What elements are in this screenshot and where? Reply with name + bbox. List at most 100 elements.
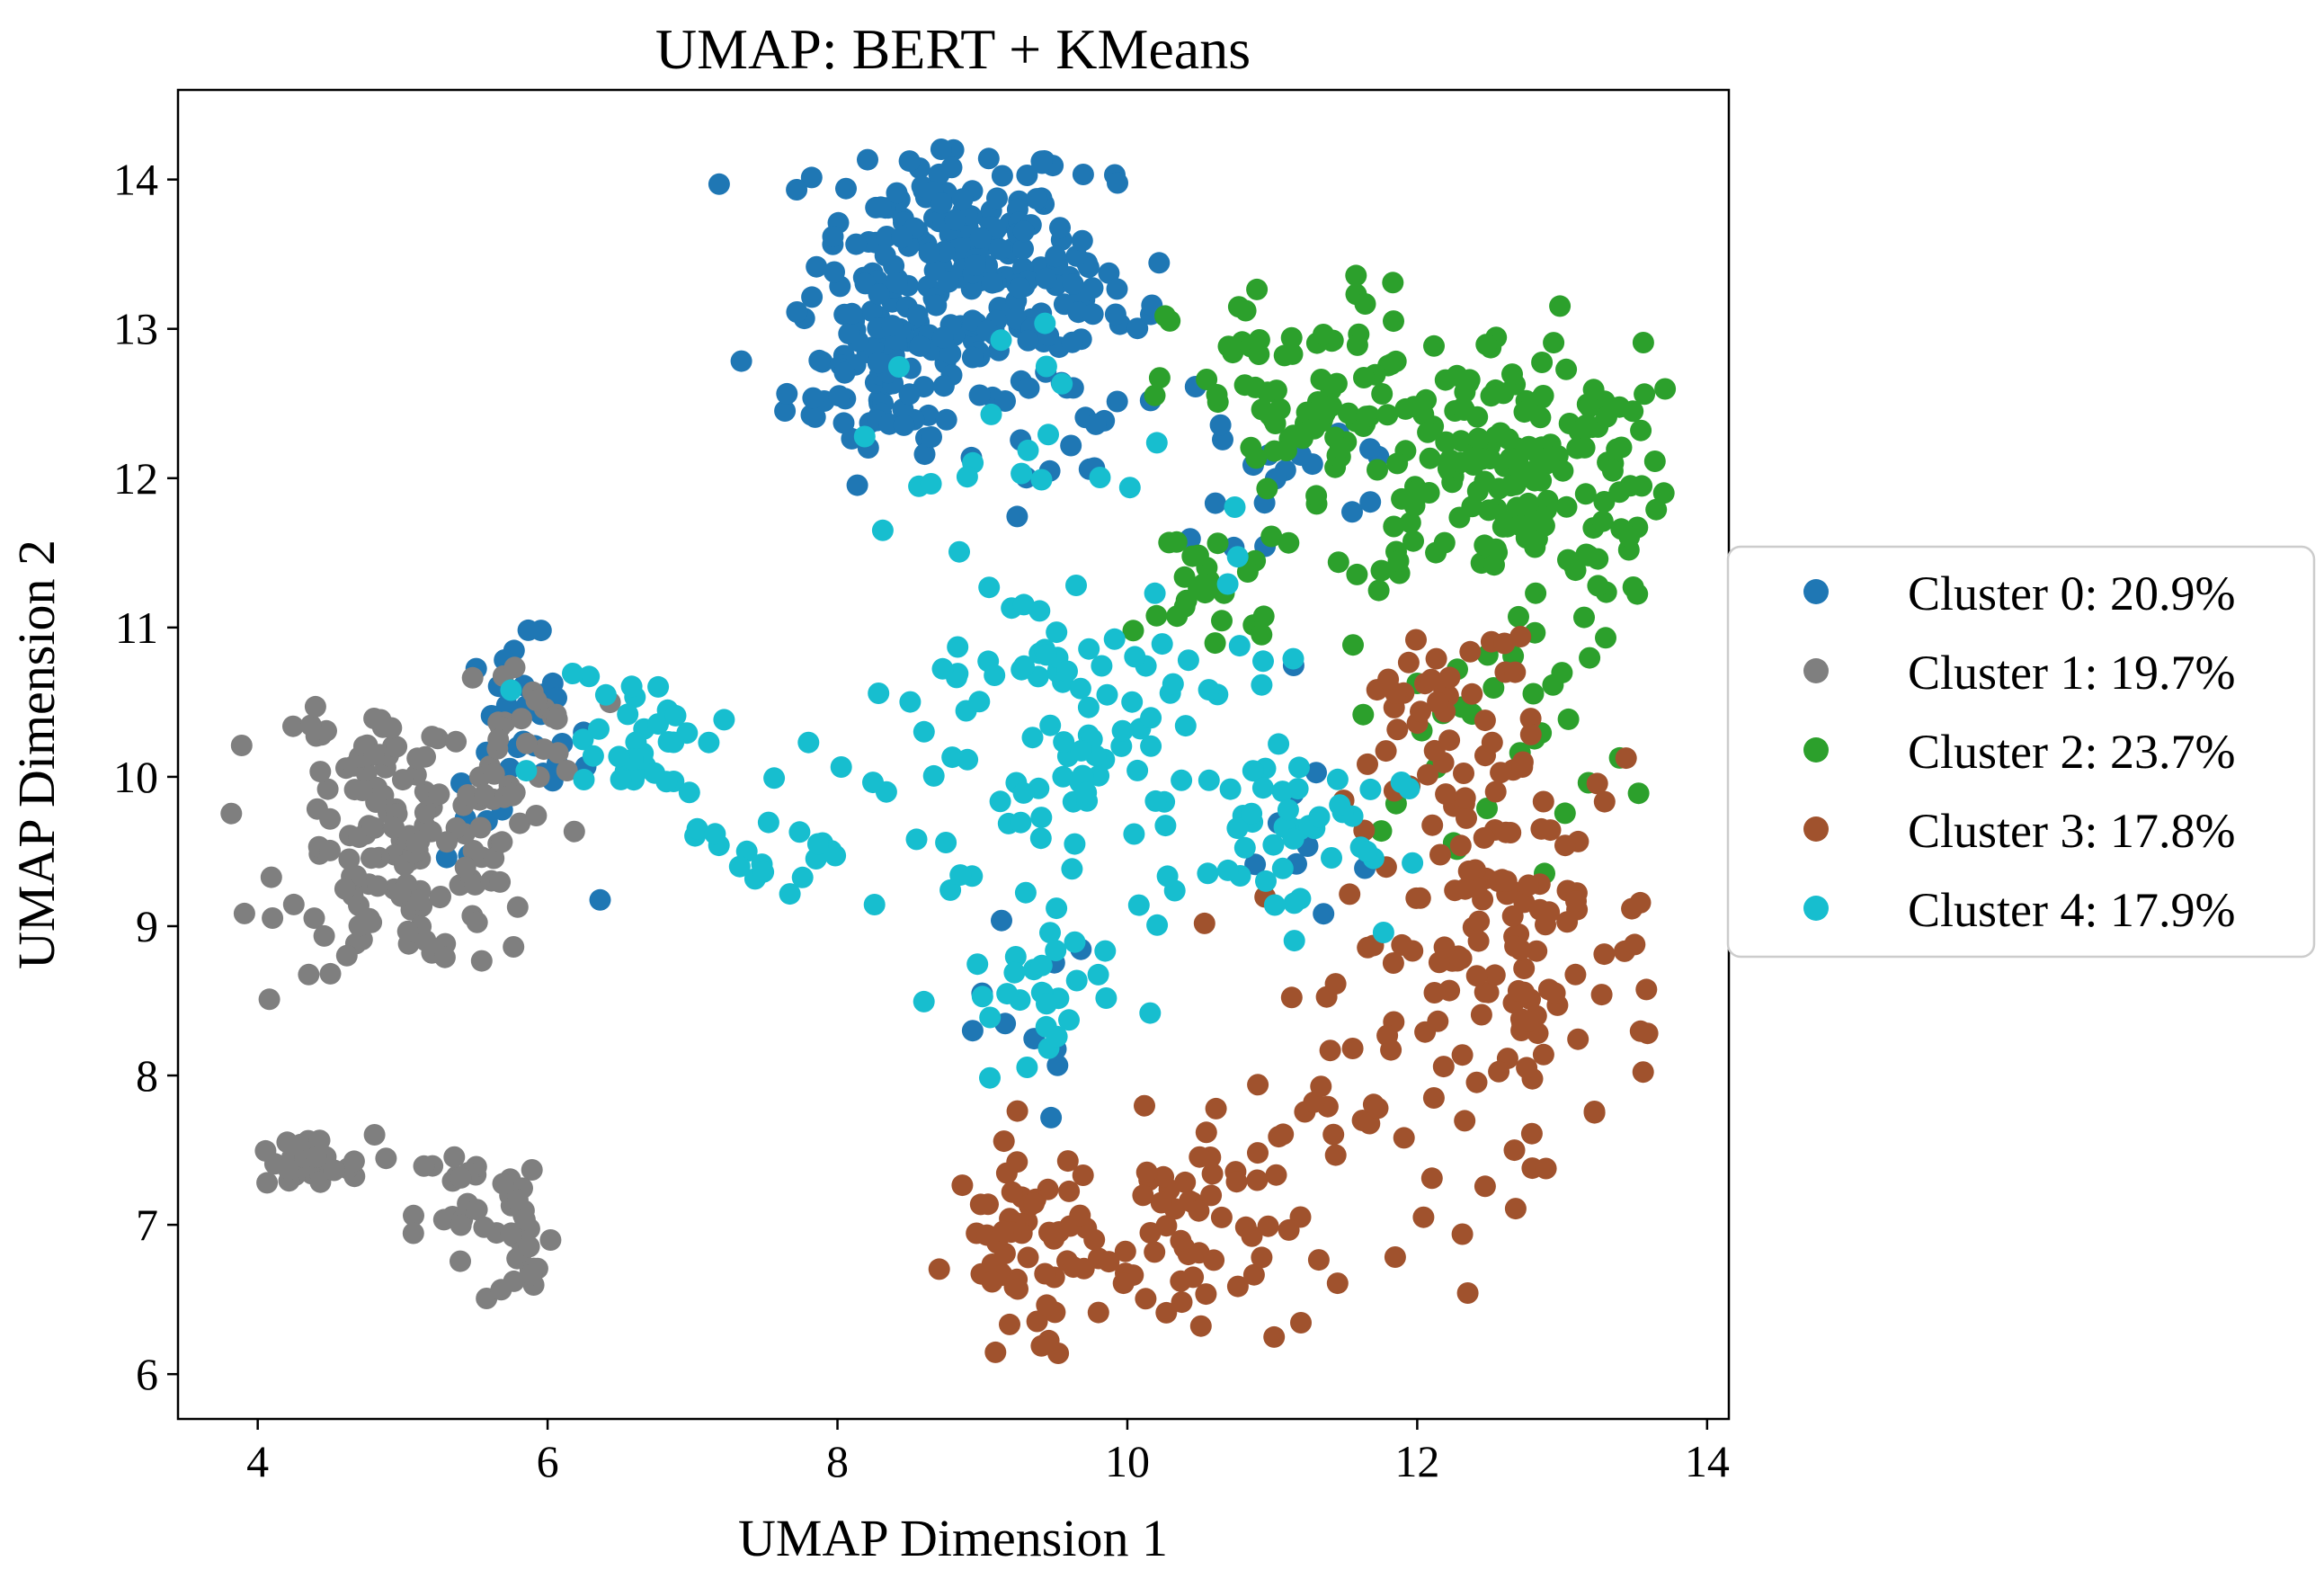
chart-title: UMAP: BERT + KMeans <box>655 17 1251 81</box>
scatter-point-cluster-4 <box>1029 827 1052 850</box>
scatter-point-cluster-4 <box>1058 1009 1080 1031</box>
scatter-point-cluster-2 <box>1509 514 1532 537</box>
scatter-point-cluster-3 <box>1554 834 1576 857</box>
scatter-point-cluster-2 <box>1327 551 1349 574</box>
scatter-point-cluster-3 <box>1170 1270 1192 1292</box>
scatter-point-cluster-0 <box>835 177 857 200</box>
y-tick-label: 14 <box>113 155 158 205</box>
scatter-point-cluster-3 <box>1112 1272 1135 1295</box>
scatter-point-cluster-3 <box>1544 982 1566 1004</box>
scatter-point-cluster-2 <box>1206 384 1228 406</box>
scatter-point-cluster-4 <box>947 636 969 658</box>
scatter-point-cluster-3 <box>1516 1057 1538 1079</box>
scatter-point-cluster-3 <box>984 1341 1007 1363</box>
scatter-point-cluster-2 <box>1211 610 1233 632</box>
scatter-point-cluster-3 <box>1134 1094 1155 1117</box>
scatter-point-cluster-2 <box>1353 367 1375 388</box>
scatter-point-cluster-2 <box>1256 477 1278 500</box>
legend-item-cluster-4: Cluster 4: 17.9% <box>1803 883 2235 937</box>
scatter-point-cluster-4 <box>704 823 726 845</box>
scatter-point-cluster-3 <box>1023 1192 1046 1215</box>
scatter-point-cluster-3 <box>1073 1257 1095 1280</box>
scatter-point-cluster-0 <box>833 412 855 434</box>
legend-label: Cluster 0: 20.9% <box>1908 566 2235 620</box>
scatter-point-cluster-0 <box>1012 220 1035 243</box>
scatter-point-cluster-4 <box>1087 963 1109 986</box>
legend-marker <box>1803 816 1829 842</box>
scatter-point-cluster-3 <box>1135 1288 1157 1310</box>
scatter-point-cluster-2 <box>1246 278 1269 300</box>
scatter-point-cluster-3 <box>1532 1043 1554 1066</box>
scatter-point-cluster-4 <box>1146 914 1169 936</box>
scatter-point-cluster-0 <box>860 300 883 323</box>
scatter-point-cluster-1 <box>313 924 335 947</box>
scatter-point-cluster-3 <box>1590 984 1613 1006</box>
scatter-point-cluster-0 <box>925 294 948 317</box>
scatter-point-cluster-1 <box>405 833 428 854</box>
scatter-point-cluster-2 <box>1257 381 1278 404</box>
scatter-point-cluster-1 <box>473 1216 495 1238</box>
scatter-point-cluster-3 <box>1375 740 1397 763</box>
scatter-point-cluster-0 <box>1204 492 1226 514</box>
scatter-point-cluster-3 <box>1504 1198 1527 1220</box>
scatter-point-cluster-4 <box>617 703 639 726</box>
scatter-point-cluster-4 <box>957 748 979 771</box>
scatter-point-cluster-3 <box>1412 1206 1435 1228</box>
scatter-point-cluster-4 <box>1012 781 1035 804</box>
scatter-point-cluster-1 <box>276 1131 298 1154</box>
scatter-point-cluster-2 <box>1158 531 1180 554</box>
scatter-point-cluster-4 <box>620 675 643 698</box>
y-axis-label: UMAP Dimension 2 <box>7 540 66 969</box>
scatter-point-cluster-3 <box>1265 1164 1287 1186</box>
scatter-point-cluster-0 <box>930 192 953 215</box>
scatter-point-cluster-0 <box>938 271 959 293</box>
scatter-point-cluster-2 <box>1418 482 1440 504</box>
scatter-point-cluster-4 <box>1359 778 1382 800</box>
scatter-point-cluster-0 <box>1017 329 1039 352</box>
scatter-point-cluster-2 <box>1475 334 1498 356</box>
scatter-point-cluster-4 <box>1174 715 1197 737</box>
scatter-point-cluster-0 <box>891 227 913 249</box>
scatter-point-cluster-4 <box>1072 764 1094 787</box>
scatter-point-cluster-0 <box>1098 262 1120 284</box>
scatter-point-cluster-2 <box>1145 604 1168 627</box>
scatter-point-cluster-4 <box>1061 858 1083 880</box>
scatter-point-cluster-2 <box>1371 383 1394 405</box>
scatter-point-cluster-3 <box>1026 1310 1048 1333</box>
scatter-point-cluster-4 <box>1283 930 1305 952</box>
scatter-point-cluster-2 <box>1506 496 1528 519</box>
scatter-point-cluster-3 <box>1397 651 1420 674</box>
scatter-point-cluster-2 <box>1391 487 1413 510</box>
scatter-point-cluster-2 <box>1166 605 1189 628</box>
scatter-point-cluster-4 <box>1121 691 1144 713</box>
scatter-point-cluster-3 <box>1001 1181 1023 1203</box>
scatter-point-cluster-4 <box>1014 881 1037 904</box>
scatter-point-cluster-4 <box>989 790 1011 813</box>
scatter-point-cluster-3 <box>1195 1283 1217 1306</box>
scatter-point-cluster-1 <box>443 1146 466 1168</box>
scatter-point-cluster-2 <box>1154 305 1176 327</box>
scatter-point-cluster-1 <box>436 831 458 853</box>
scatter-point-cluster-1 <box>466 1199 488 1221</box>
scatter-point-cluster-1 <box>506 896 529 918</box>
y-tick-label: 6 <box>136 1349 158 1399</box>
scatter-point-cluster-4 <box>1197 862 1219 885</box>
scatter-point-cluster-1 <box>450 1250 471 1272</box>
scatter-point-cluster-3 <box>1432 1056 1455 1078</box>
scatter-point-cluster-2 <box>1345 264 1367 287</box>
x-tick-label: 14 <box>1685 1436 1730 1486</box>
scatter-point-cluster-3 <box>1200 1184 1223 1207</box>
scatter-point-cluster-1 <box>546 708 568 730</box>
scatter-point-cluster-4 <box>1321 847 1342 869</box>
scatter-point-cluster-0 <box>969 227 992 249</box>
scatter-point-cluster-3 <box>1495 870 1518 892</box>
scatter-point-cluster-4 <box>1145 432 1168 454</box>
scatter-point-cluster-0 <box>1030 150 1053 173</box>
scatter-point-cluster-3 <box>1087 1301 1109 1324</box>
scatter-point-cluster-2 <box>1207 532 1229 555</box>
legend-label: Cluster 1: 19.7% <box>1908 646 2235 700</box>
scatter-point-cluster-1 <box>518 1236 540 1258</box>
scatter-point-cluster-0 <box>961 1020 984 1042</box>
scatter-point-cluster-3 <box>1454 1110 1476 1132</box>
scatter-point-cluster-3 <box>1629 891 1652 914</box>
